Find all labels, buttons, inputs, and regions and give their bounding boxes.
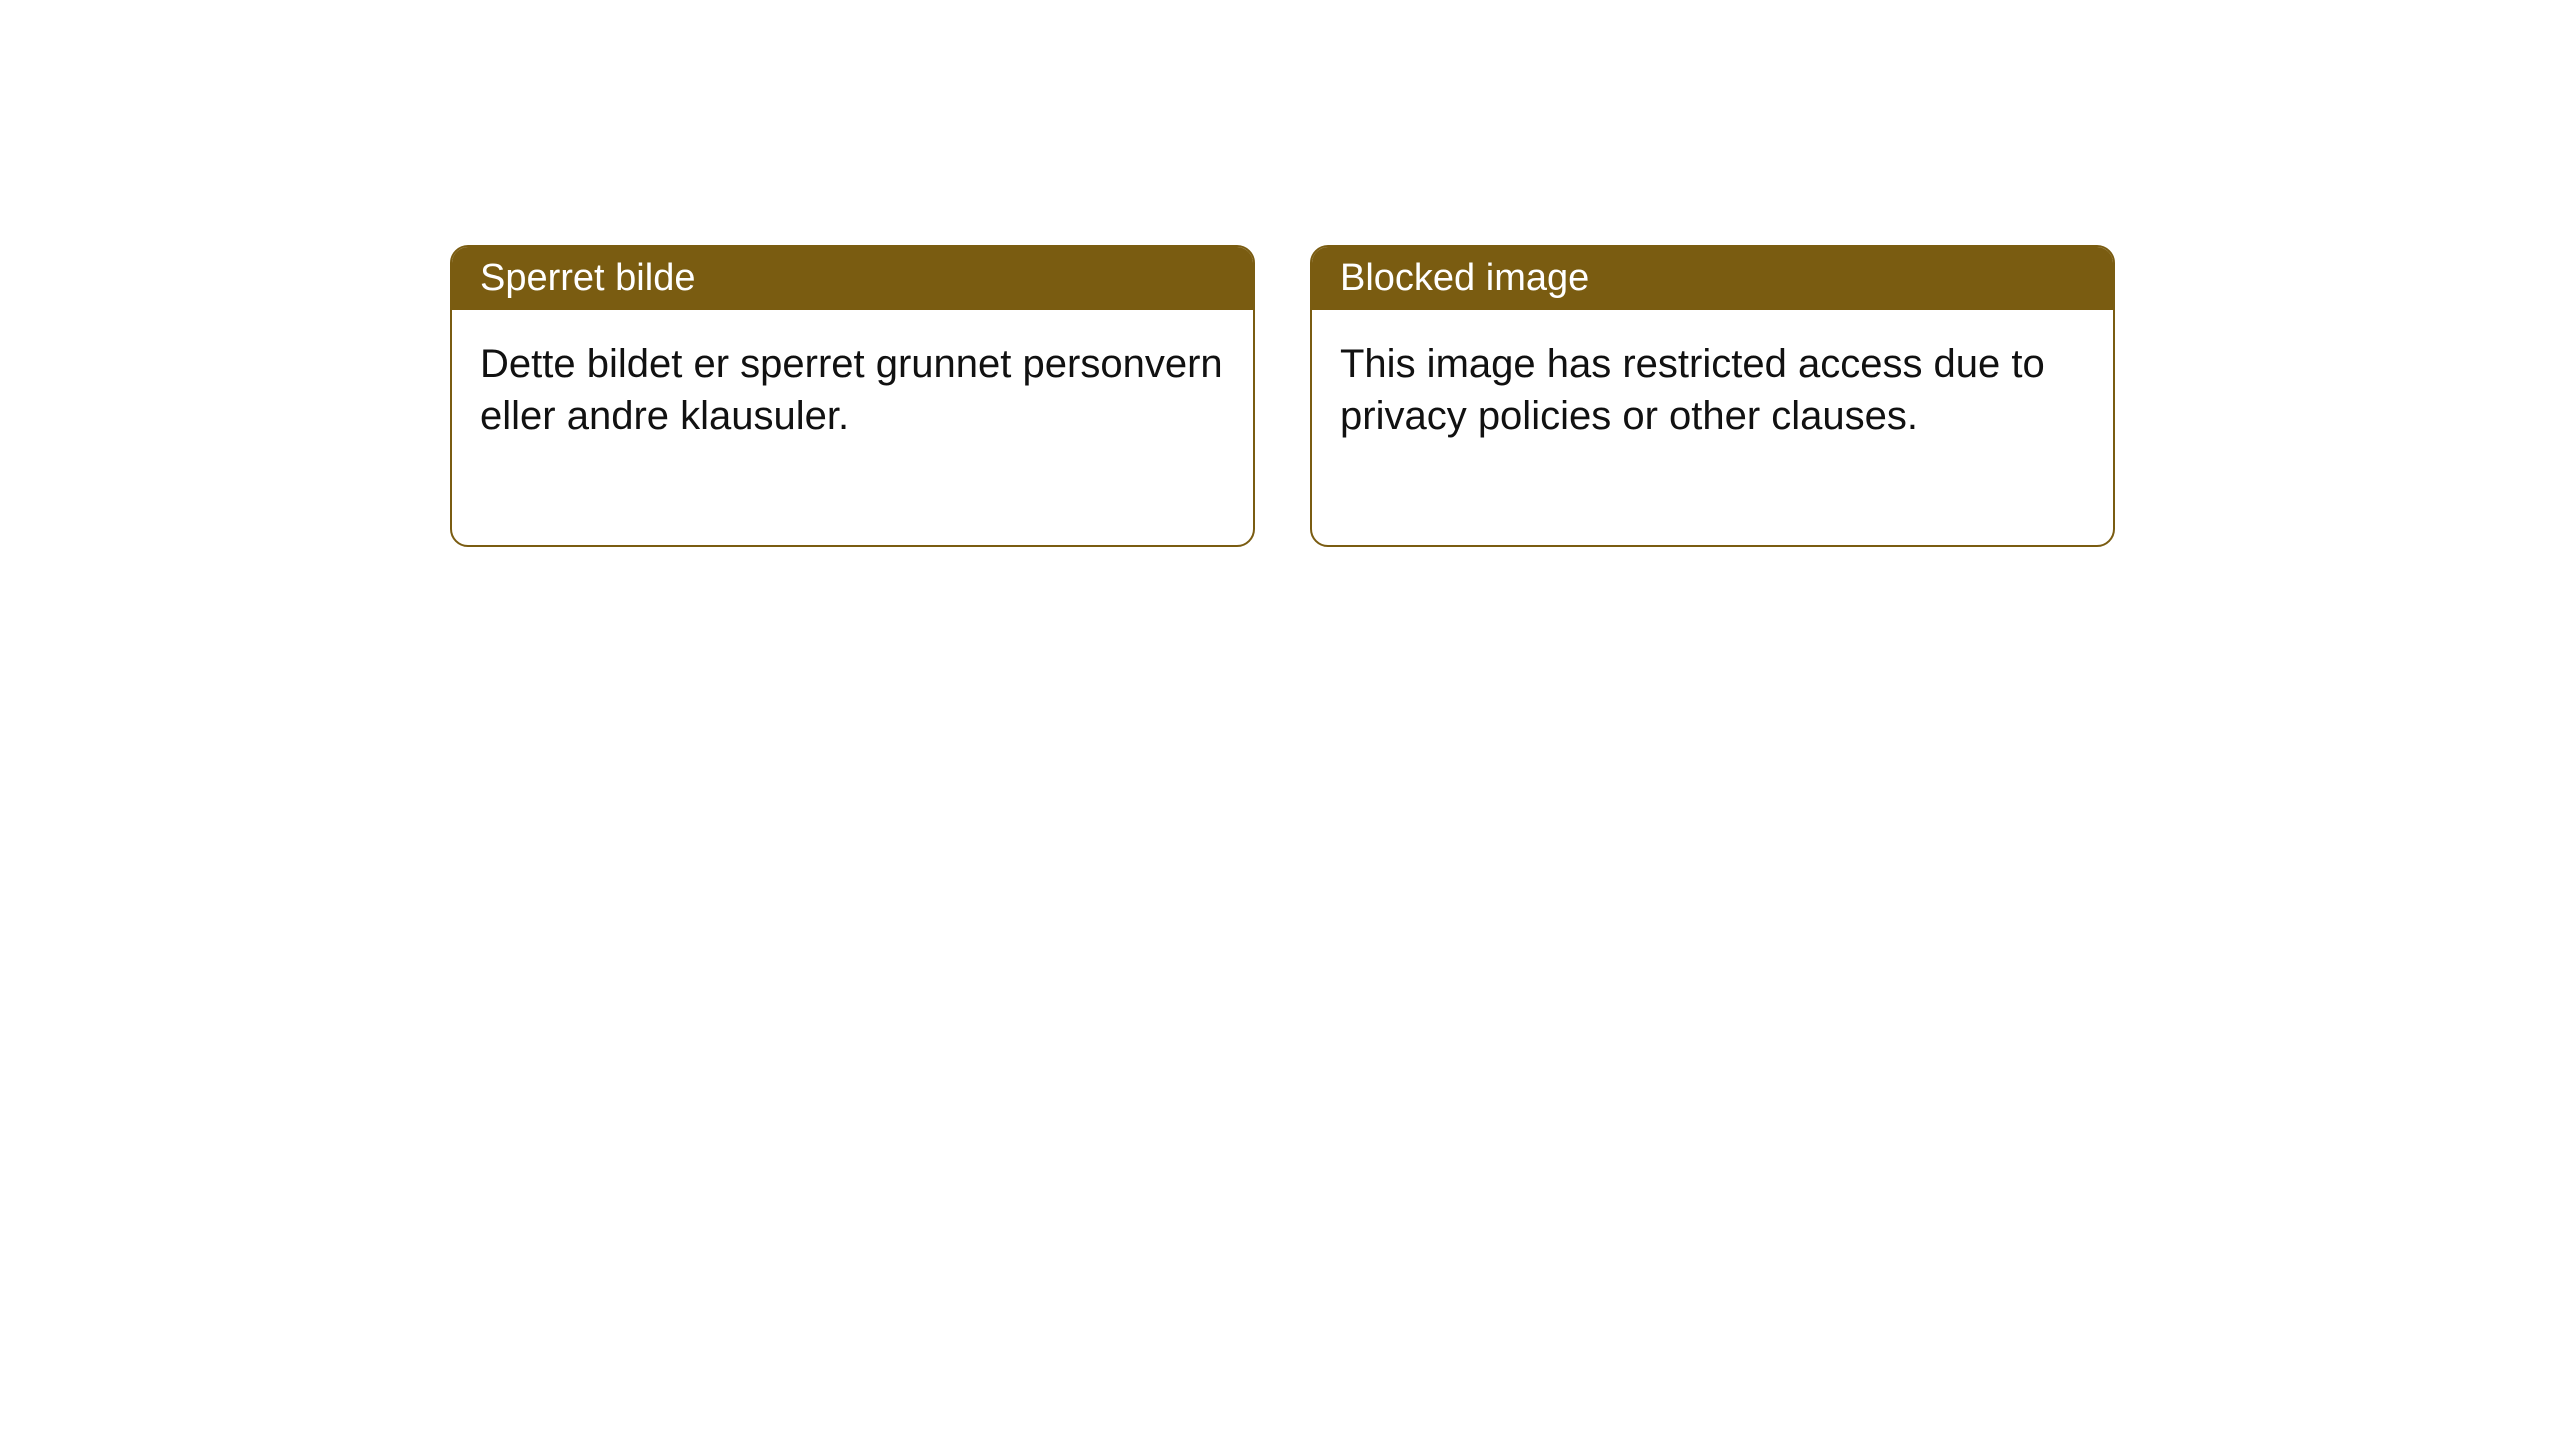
notice-body: Dette bildet er sperret grunnet personve… bbox=[452, 310, 1253, 545]
notice-header: Sperret bilde bbox=[452, 247, 1253, 310]
notice-header: Blocked image bbox=[1312, 247, 2113, 310]
notice-header-text: Blocked image bbox=[1340, 257, 1589, 299]
notice-container: Sperret bilde Dette bildet er sperret gr… bbox=[450, 245, 2115, 547]
notice-body-text: This image has restricted access due to … bbox=[1340, 342, 2045, 438]
notice-body: This image has restricted access due to … bbox=[1312, 310, 2113, 545]
notice-body-text: Dette bildet er sperret grunnet personve… bbox=[480, 342, 1223, 438]
notice-header-text: Sperret bilde bbox=[480, 257, 695, 299]
notice-box-english: Blocked image This image has restricted … bbox=[1310, 245, 2115, 547]
notice-box-norwegian: Sperret bilde Dette bildet er sperret gr… bbox=[450, 245, 1255, 547]
